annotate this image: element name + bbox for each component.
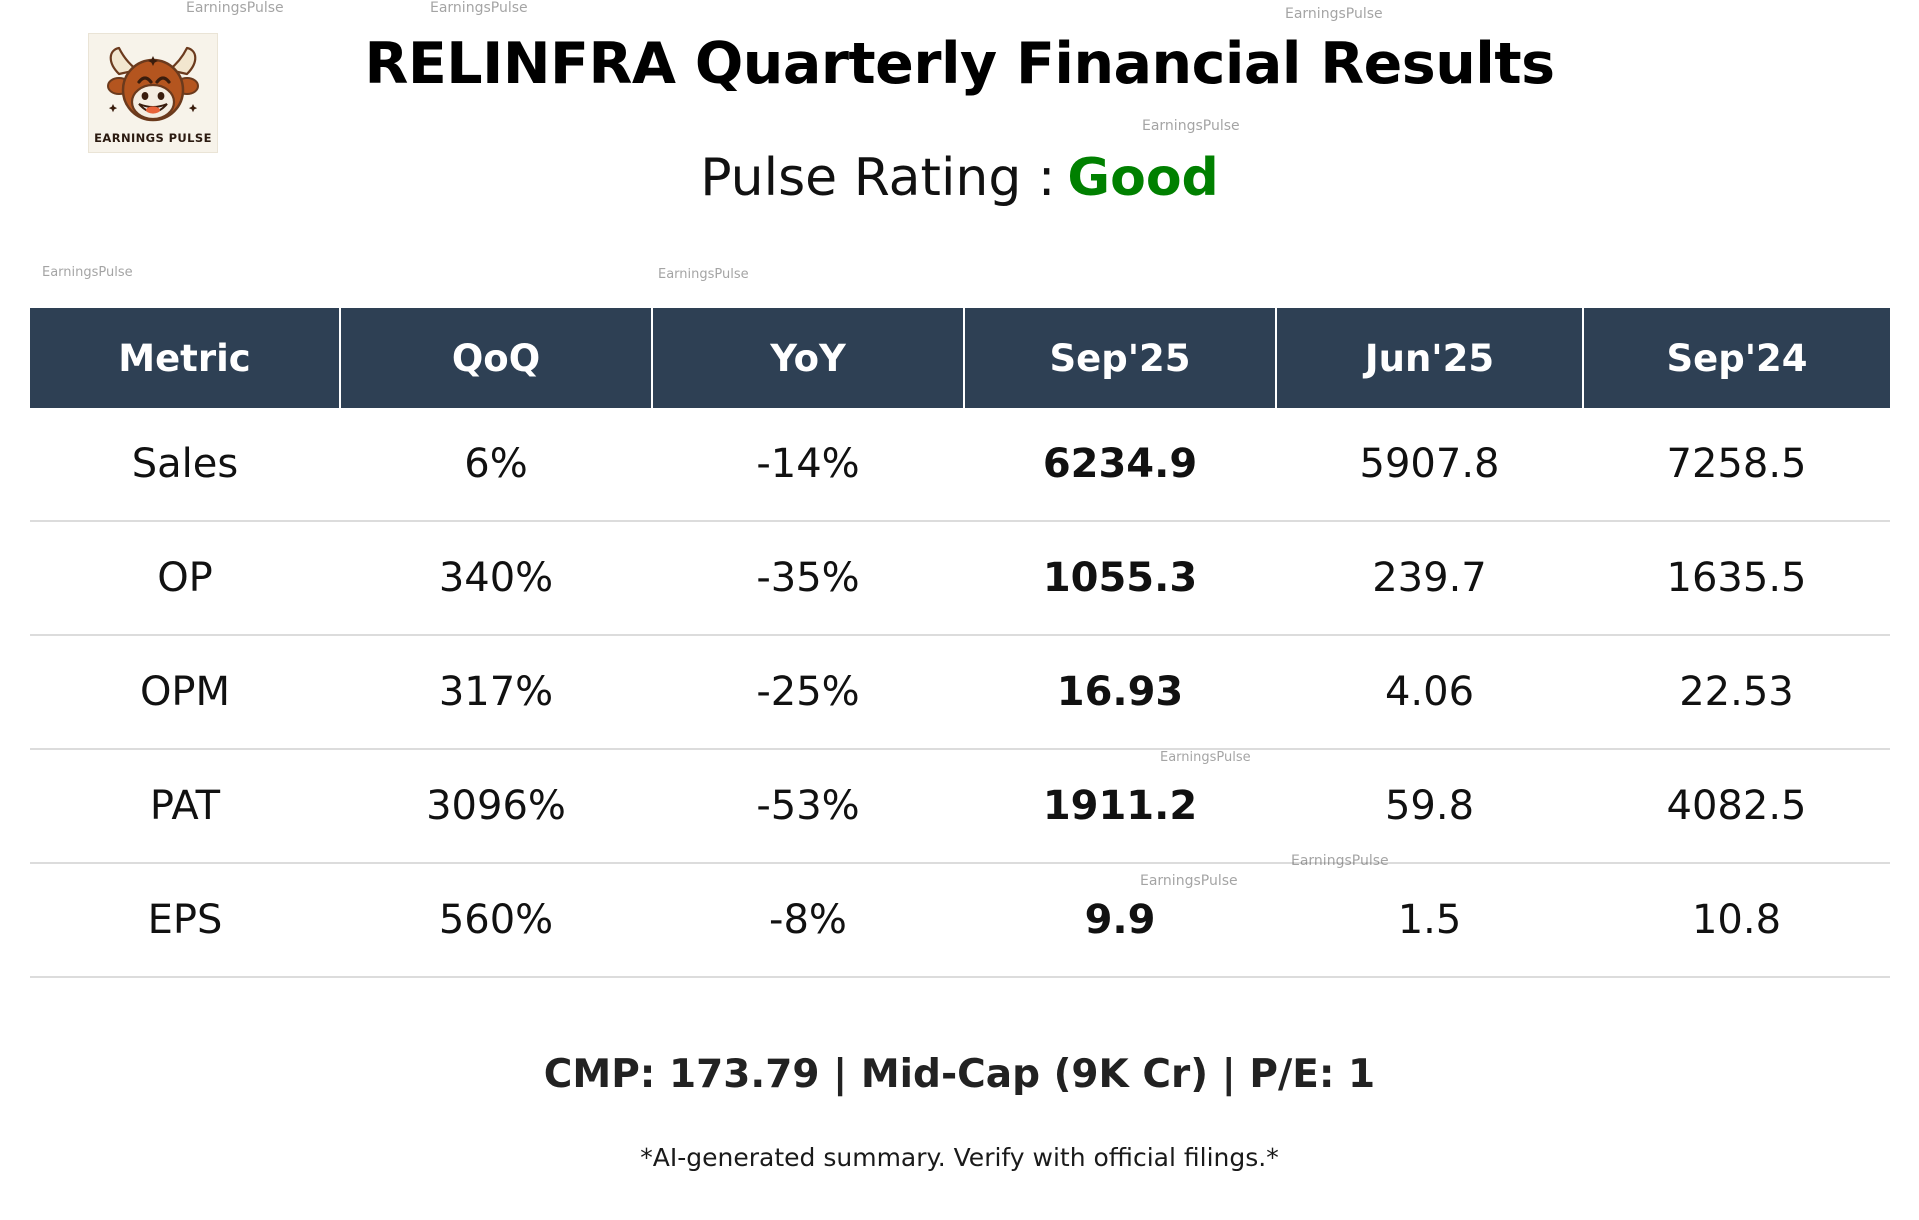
cell-yoy: -53% bbox=[652, 749, 964, 864]
cell-jun25: 239.7 bbox=[1276, 521, 1583, 636]
cell-qoq: 560% bbox=[340, 863, 652, 978]
cell-sep24: 22.53 bbox=[1583, 635, 1890, 750]
table-header-row: Metric QoQ YoY Sep'25 Jun'25 Sep'24 bbox=[30, 308, 1890, 408]
cell-jun25: 1.5 bbox=[1276, 863, 1583, 978]
financial-results-table: Metric QoQ YoY Sep'25 Jun'25 Sep'24 Sale… bbox=[30, 308, 1890, 978]
cell-sep25: 1055.3 bbox=[964, 521, 1276, 636]
table-row: Sales 6% -14% 6234.9 5907.8 7258.5 bbox=[30, 408, 1890, 522]
cell-yoy: -14% bbox=[652, 408, 964, 522]
cell-sep25: 16.93 bbox=[964, 635, 1276, 750]
cell-yoy: -8% bbox=[652, 863, 964, 978]
cell-qoq: 3096% bbox=[340, 749, 652, 864]
watermark-text: EarningsPulse bbox=[430, 0, 528, 16]
logo-wordmark: EARNINGS PULSE bbox=[94, 131, 212, 145]
cell-metric: Sales bbox=[30, 408, 340, 522]
brand-logo: EARNINGS PULSE bbox=[88, 33, 218, 153]
cell-sep25: 9.9 bbox=[964, 863, 1276, 978]
column-header-jun25: Jun'25 bbox=[1276, 308, 1584, 408]
cell-jun25: 5907.8 bbox=[1276, 408, 1583, 522]
pulse-rating-label: Pulse Rating : bbox=[700, 148, 1056, 208]
pulse-rating: Pulse Rating : Good bbox=[0, 152, 1919, 204]
watermark-text: EarningsPulse bbox=[658, 267, 749, 282]
cell-sep24: 10.8 bbox=[1583, 863, 1890, 978]
watermark-text: EarningsPulse bbox=[1285, 6, 1383, 22]
cell-sep25: 1911.2 bbox=[964, 749, 1276, 864]
cell-jun25: 59.8 bbox=[1276, 749, 1583, 864]
cell-qoq: 340% bbox=[340, 521, 652, 636]
cell-qoq: 6% bbox=[340, 408, 652, 522]
bull-mascot-icon: EARNINGS PULSE bbox=[89, 34, 217, 152]
cell-metric: OP bbox=[30, 521, 340, 636]
column-header-sep24: Sep'24 bbox=[1583, 308, 1890, 408]
cell-metric: EPS bbox=[30, 863, 340, 978]
table-row: PAT 3096% -53% 1911.2 59.8 4082.5 bbox=[30, 749, 1890, 864]
column-header-sep25: Sep'25 bbox=[964, 308, 1277, 408]
column-header-qoq: QoQ bbox=[340, 308, 653, 408]
table-row: OP 340% -35% 1055.3 239.7 1635.5 bbox=[30, 521, 1890, 636]
cell-jun25: 4.06 bbox=[1276, 635, 1583, 750]
cell-sep25: 6234.9 bbox=[964, 408, 1276, 522]
cell-sep24: 1635.5 bbox=[1583, 521, 1890, 636]
table-row: EPS 560% -8% 9.9 1.5 10.8 bbox=[30, 863, 1890, 978]
cell-metric: OPM bbox=[30, 635, 340, 750]
column-header-metric: Metric bbox=[30, 308, 341, 408]
cmp-summary-line: CMP: 173.79 | Mid-Cap (9K Cr) | P/E: 1 bbox=[543, 1052, 1376, 1097]
cell-sep24: 4082.5 bbox=[1583, 749, 1890, 864]
cell-qoq: 317% bbox=[340, 635, 652, 750]
cell-metric: PAT bbox=[30, 749, 340, 864]
watermark-text: EarningsPulse bbox=[1142, 118, 1240, 134]
disclaimer-text: *AI-generated summary. Verify with offic… bbox=[640, 1143, 1279, 1172]
table-body: Sales 6% -14% 6234.9 5907.8 7258.5 OP 34… bbox=[30, 408, 1890, 978]
page-title: RELINFRA Quarterly Financial Results bbox=[364, 31, 1555, 97]
watermark-text: EarningsPulse bbox=[186, 0, 284, 16]
column-header-yoy: YoY bbox=[652, 308, 965, 408]
cell-yoy: -35% bbox=[652, 521, 964, 636]
cell-yoy: -25% bbox=[652, 635, 964, 750]
cell-sep24: 7258.5 bbox=[1583, 408, 1890, 522]
pulse-rating-value: Good bbox=[1067, 148, 1219, 208]
table-row: OPM 317% -25% 16.93 4.06 22.53 bbox=[30, 635, 1890, 750]
watermark-text: EarningsPulse bbox=[42, 265, 133, 280]
